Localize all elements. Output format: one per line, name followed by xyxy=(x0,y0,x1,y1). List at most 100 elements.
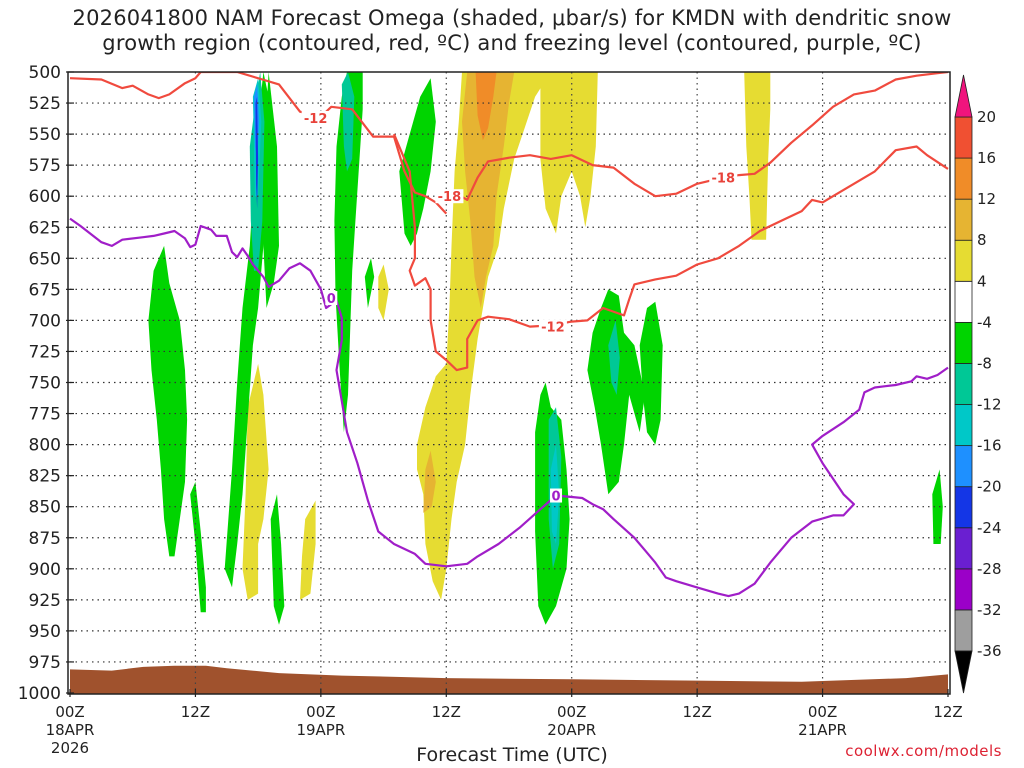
contour-label-5: 0 xyxy=(327,292,336,307)
colorbar: -36 -32 -28 -24 -20 -16 -12 -8 -4 4 8 12 16 20 xyxy=(954,74,1002,694)
colorbar-label-7: -8 xyxy=(977,354,992,372)
ytick-label-575: 575 xyxy=(29,156,61,176)
ytick-label-875: 875 xyxy=(29,529,61,549)
xtick-label-24: 00Z xyxy=(306,703,335,721)
colorbar-band-4 xyxy=(954,486,973,529)
ytick-label-550: 550 xyxy=(29,125,61,145)
omega-region-2 xyxy=(462,72,515,308)
omega-region-29 xyxy=(608,320,620,395)
colorbar-label-5: -16 xyxy=(977,437,1002,455)
xtick-label-36: 12Z xyxy=(432,703,461,721)
contour-label-bg-2 xyxy=(435,189,464,204)
colorbar-label-4: -20 xyxy=(977,478,1002,496)
ytick-label-500: 500 xyxy=(29,63,61,83)
contour-label-bg-5 xyxy=(325,291,338,306)
ytick-label-750: 750 xyxy=(29,374,61,394)
ytick-label-650: 650 xyxy=(29,249,61,269)
colorbar-band-8 xyxy=(954,321,973,364)
omega-region-6 xyxy=(744,72,771,240)
contour-labels: -12 -18 -12 -18 0 0 xyxy=(301,110,738,505)
contours xyxy=(69,72,949,598)
ytick-label-525: 525 xyxy=(29,94,61,114)
omega-region-3 xyxy=(475,72,497,141)
colorbar-band-5 xyxy=(954,445,973,488)
ytick-label-850: 850 xyxy=(29,498,61,518)
xtick-label-48: 00Z xyxy=(557,703,586,721)
xtick-date-48: 20APR xyxy=(547,721,596,739)
colorbar-band-3 xyxy=(954,527,973,570)
colorbar-label-3: -24 xyxy=(977,519,1002,537)
ytick-label-950: 950 xyxy=(29,622,61,642)
omega-region-21 xyxy=(364,258,375,308)
omega-region-13 xyxy=(263,72,279,308)
contour-label-6: 0 xyxy=(552,490,561,505)
colorbar-band-13 xyxy=(954,116,973,159)
ytick-label-600: 600 xyxy=(29,187,61,207)
colorbar-band-10 xyxy=(954,239,973,282)
credit-text: coolwx.com/models xyxy=(845,742,1002,760)
xtick-label-84: 12Z xyxy=(933,703,962,721)
xtick-date-24: 19APR xyxy=(296,721,345,739)
contour-freezing-level-0c xyxy=(69,217,949,598)
colorbar-label-9: 4 xyxy=(977,272,987,290)
omega-region-7 xyxy=(378,264,389,321)
omega-region-4 xyxy=(423,450,436,513)
colorbar-label-11: 12 xyxy=(977,190,996,208)
colorbar-label-10: 8 xyxy=(977,231,987,249)
colorbar-label-6: -12 xyxy=(977,396,1002,414)
ytick-label-825: 825 xyxy=(29,467,61,487)
contour-label-2: -18 xyxy=(438,190,462,205)
colorbar-label-8: -4 xyxy=(977,313,992,331)
chart-title: 2026041800 NAM Forecast Omega (shaded, μ… xyxy=(0,6,1024,56)
colorbar-band-9 xyxy=(954,280,973,323)
x-axis-label: Forecast Time (UTC) xyxy=(416,744,608,766)
colorbar-band-12 xyxy=(954,157,973,200)
colorbar-label-2: -28 xyxy=(977,560,1002,578)
ytick-label-700: 700 xyxy=(29,311,61,331)
omega-region-14 xyxy=(270,494,285,625)
colorbar-band-2 xyxy=(954,568,973,611)
xtick-date-72: 21APR xyxy=(798,721,847,739)
contour-dendritic-18c xyxy=(446,72,949,201)
colorbar-label-12: 16 xyxy=(977,149,996,167)
omega-shading xyxy=(148,72,943,625)
colorbar-label-13: 20 xyxy=(977,108,996,126)
contour-label-bg-6 xyxy=(550,488,563,503)
omega-region-1 xyxy=(417,72,551,600)
omega-region-11 xyxy=(190,481,206,613)
ytick-label-900: 900 xyxy=(29,560,61,580)
omega-region-5 xyxy=(540,72,598,234)
ytick-label-800: 800 xyxy=(29,436,61,456)
xtick-label-72: 00Z xyxy=(808,703,837,721)
terrain xyxy=(70,665,948,694)
omega-region-10 xyxy=(148,245,188,557)
omega-region-25 xyxy=(255,96,259,209)
omega-region-8 xyxy=(242,363,269,600)
omega-region-26 xyxy=(341,72,355,172)
terrain-surface xyxy=(70,665,948,694)
contour-label-bg-1 xyxy=(301,110,330,125)
ytick-label-725: 725 xyxy=(29,342,61,362)
ytick-label-925: 925 xyxy=(29,591,61,611)
omega-region-16 xyxy=(399,78,436,246)
colorbar-band-7 xyxy=(954,363,973,405)
xtick-label-12: 12Z xyxy=(181,703,210,721)
colorbar-arrow-bottom xyxy=(954,650,973,694)
ytick-label-775: 775 xyxy=(29,405,61,425)
xtick-label-60: 12Z xyxy=(682,703,711,721)
omega-region-20 xyxy=(932,469,943,544)
colorbar-arrow-top xyxy=(954,74,973,118)
xtick-year-0: 2026 xyxy=(51,739,89,757)
colorbar-band-6 xyxy=(954,404,973,447)
ytick-label-675: 675 xyxy=(29,280,61,300)
ytick-label-625: 625 xyxy=(29,218,61,238)
y-axis: 500 525 550 575 600 625 650 675 700 725 750 775 800 8… xyxy=(18,63,74,704)
contour-dendritic-12c-lower xyxy=(392,133,949,372)
ytick-label-1000: 1000 xyxy=(18,684,61,704)
contour-label-4: -18 xyxy=(712,172,736,187)
colorbar-band-11 xyxy=(954,198,973,241)
chart-title-line2: growth region (contoured, red, ºC) and f… xyxy=(102,31,922,55)
omega-region-9 xyxy=(300,500,316,600)
